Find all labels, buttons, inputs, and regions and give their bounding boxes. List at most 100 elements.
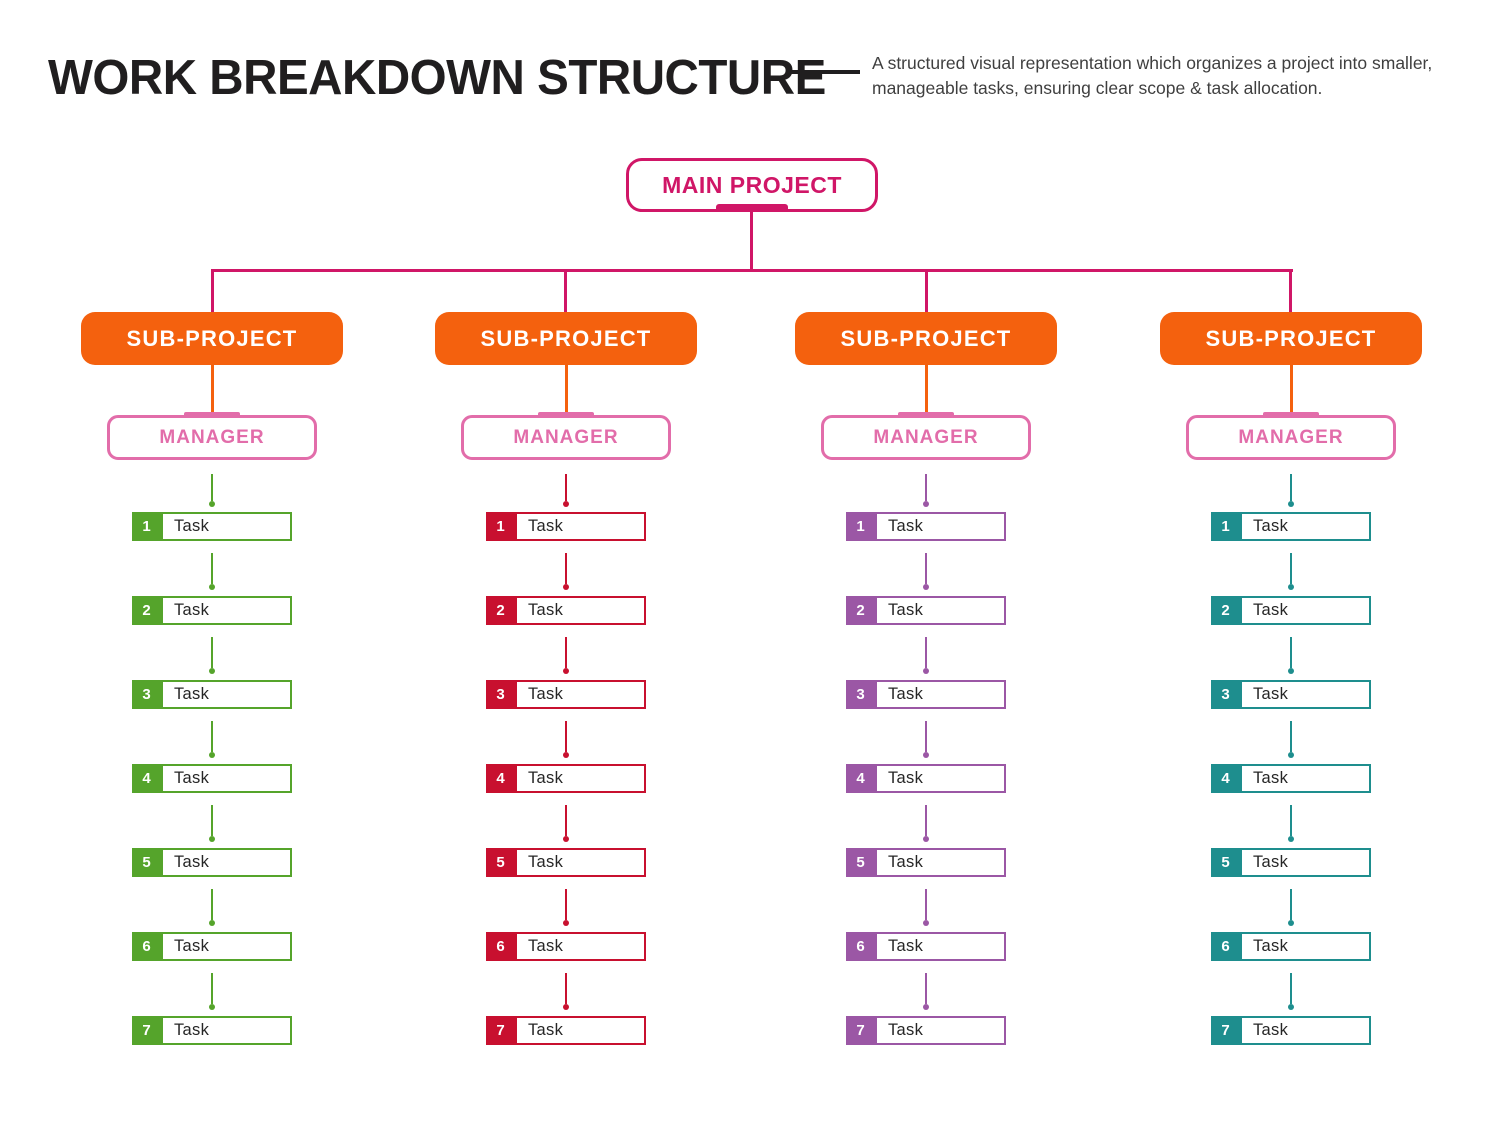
connector-line (925, 973, 927, 1004)
connector-horizontal (211, 269, 1293, 272)
connector-dot (923, 1004, 929, 1010)
manager-task-connector (209, 460, 215, 512)
task-connector (1288, 877, 1294, 932)
connector-dot (563, 920, 569, 926)
task-connector (923, 961, 929, 1016)
task-row: 1 Task (486, 512, 646, 541)
task-badge: 4 (846, 764, 875, 793)
wbs-column: SUB-PROJECT MANAGER 1 Task 2 Task 3 Task… (435, 312, 697, 1045)
task-row: 5 Task (132, 848, 292, 877)
subproject-manager-connector (564, 365, 568, 415)
manager-node: MANAGER (821, 412, 1031, 460)
task-label: Task (161, 932, 292, 961)
task-label: Task (1240, 512, 1371, 541)
connector-line (211, 721, 213, 752)
connector-dot (923, 920, 929, 926)
task-connector (1288, 541, 1294, 596)
task-label: Task (515, 596, 646, 625)
connector-line (1290, 474, 1292, 501)
task-label: Task (515, 512, 646, 541)
connector-dot (209, 501, 215, 507)
connector-drop-4 (1289, 270, 1292, 314)
wbs-column: SUB-PROJECT MANAGER 1 Task 2 Task 3 Task… (795, 312, 1057, 1045)
task-row: 6 Task (132, 932, 292, 961)
connector-dot (209, 1004, 215, 1010)
connector-line (565, 637, 567, 668)
task-badge: 2 (132, 596, 161, 625)
task-badge: 1 (132, 512, 161, 541)
manager-node: MANAGER (107, 412, 317, 460)
task-connector (209, 625, 215, 680)
task-row: 4 Task (846, 764, 1006, 793)
task-label: Task (1240, 764, 1371, 793)
connector-dot (563, 752, 569, 758)
task-connector (923, 541, 929, 596)
connector-dot (563, 836, 569, 842)
connector-line (925, 474, 927, 501)
connector-line (1290, 553, 1292, 584)
task-row: 4 Task (1211, 764, 1371, 793)
connector-dot (209, 920, 215, 926)
connector-line (1290, 721, 1292, 752)
task-row: 3 Task (1211, 680, 1371, 709)
manager-task-connector (563, 460, 569, 512)
task-badge: 4 (132, 764, 161, 793)
task-row: 7 Task (486, 1016, 646, 1045)
task-row: 1 Task (1211, 512, 1371, 541)
task-label: Task (161, 680, 292, 709)
connector-line (925, 721, 927, 752)
connector-line (565, 973, 567, 1004)
connector-line (1290, 889, 1292, 920)
task-connector (563, 793, 569, 848)
task-label: Task (1240, 932, 1371, 961)
task-label: Task (875, 932, 1006, 961)
task-badge: 1 (486, 512, 515, 541)
connector-line (565, 721, 567, 752)
connector-dot (563, 501, 569, 507)
manager-task-connector (923, 460, 929, 512)
task-row: 3 Task (132, 680, 292, 709)
subproject-label: SUB-PROJECT (126, 325, 298, 351)
task-badge: 4 (486, 764, 515, 793)
task-label: Task (515, 764, 646, 793)
task-label: Task (875, 1016, 1006, 1045)
task-badge: 2 (846, 596, 875, 625)
task-row: 6 Task (1211, 932, 1371, 961)
connector-drop-3 (925, 270, 928, 314)
task-badge: 3 (132, 680, 161, 709)
connector-dot (1288, 836, 1294, 842)
manager-top-bar (184, 412, 240, 418)
wbs-column: SUB-PROJECT MANAGER 1 Task 2 Task 3 Task… (1160, 312, 1422, 1045)
task-row: 5 Task (1211, 848, 1371, 877)
connector-line (565, 474, 567, 501)
connector-line (1290, 805, 1292, 836)
connector-dot (1288, 752, 1294, 758)
wbs-column: SUB-PROJECT MANAGER 1 Task 2 Task 3 Task… (81, 312, 343, 1045)
connector-dot (563, 584, 569, 590)
connector-dot (209, 584, 215, 590)
task-badge: 1 (846, 512, 875, 541)
task-badge: 5 (132, 848, 161, 877)
connector-drop-2 (564, 270, 567, 314)
connector-dot (1288, 584, 1294, 590)
connector-line (925, 805, 927, 836)
manager-task-connector (1288, 460, 1294, 512)
connector-drop-1 (211, 270, 214, 314)
task-connector (209, 793, 215, 848)
connector-dot (923, 501, 929, 507)
task-connector (1288, 709, 1294, 764)
connector-line (925, 637, 927, 668)
task-label: Task (161, 512, 292, 541)
task-label: Task (875, 848, 1006, 877)
task-row: 4 Task (132, 764, 292, 793)
subproject-node: SUB-PROJECT (795, 312, 1057, 365)
task-connector (563, 877, 569, 932)
task-row: 6 Task (486, 932, 646, 961)
connector-line (1290, 637, 1292, 668)
connector-dot (563, 668, 569, 674)
task-connector (1288, 793, 1294, 848)
task-badge: 4 (1211, 764, 1240, 793)
connector-line (925, 889, 927, 920)
main-project-label: MAIN PROJECT (662, 171, 842, 198)
subproject-label: SUB-PROJECT (1205, 325, 1377, 351)
